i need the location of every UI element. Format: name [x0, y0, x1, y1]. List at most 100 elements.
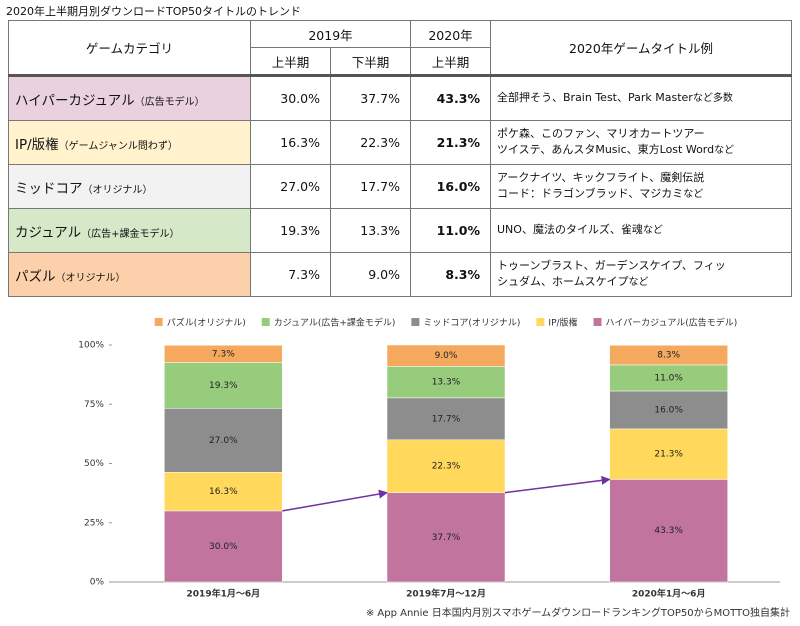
category-name: カジュアル [15, 224, 82, 241]
value-label: 13.3% [432, 378, 461, 388]
example-line: ポケ森、このファン、マリオカートツアー [497, 126, 785, 142]
example-note: など [628, 277, 649, 288]
table-row: パズル（オリジナル） 7.3% 9.0% 8.3%トゥーンブラスト、ガーデンスケイプ、… [8, 252, 792, 297]
value-label: 43.3% [654, 526, 683, 536]
share-cell: 16.0% [410, 164, 491, 209]
y-tick-label: 100% [78, 341, 104, 351]
value-label: 37.7% [432, 533, 461, 543]
example-text: シュダム、ホームスケイプ [497, 275, 629, 288]
bar-segment [609, 344, 728, 366]
x-tick-label: 2020年1月～6月 [632, 588, 706, 600]
example-text: ポケ森、このファン、マリオカートツアー [497, 127, 705, 140]
trend-table: ゲームカテゴリ 2019年 2020年 2020年ゲームタイトル例 上半期 下半… [8, 20, 792, 297]
x-tick-label: 2019年1月～6月 [187, 588, 261, 600]
example-text: アークナイツ、キックフライト、魔剣伝説 [497, 171, 705, 184]
example-line: トゥーンブラスト、ガーデンスケイプ、フィッ [497, 258, 785, 274]
bar-segment [164, 472, 283, 512]
bar-segment [609, 364, 728, 392]
y-tick-label: 0% [90, 578, 105, 588]
header-cell: 2019年 [250, 20, 411, 48]
bar-segment [386, 344, 506, 367]
y-tick-label: 50% [84, 459, 104, 469]
page-title: 2020年上半期月別ダウンロードTOP50タイトルのトレンド [6, 5, 302, 18]
example-line: ツイステ、あんスタMusic、東方Lost Wordなど [497, 142, 785, 159]
value-label: 11.0% [654, 373, 683, 383]
example-text: 全部押そう、Brain Test、Park Master [497, 91, 693, 104]
legend-swatch [593, 318, 602, 326]
trend-arrow [504, 475, 611, 494]
value-label: 7.3% [212, 349, 235, 359]
legend-swatch [261, 318, 270, 326]
legend-swatch [536, 318, 545, 326]
category-name: IP/版権 [15, 136, 59, 153]
bar-segment [164, 408, 283, 473]
example-text: トゥーンブラスト、ガーデンスケイプ、フィッ [497, 259, 726, 272]
example-line: コード：ドラゴンブラッド、マジカミなど [497, 186, 785, 203]
category-name: ハイパーカジュアル [15, 92, 135, 109]
value-label: 27.0% [209, 436, 238, 446]
share-cell: 22.3% [330, 120, 411, 165]
examples-cell: UNO、魔法のタイルズ、雀魂など [490, 208, 792, 253]
y-tick-label: 25% [84, 518, 104, 528]
example-text: UNO、魔法のタイルズ、雀魂 [497, 223, 643, 236]
bar-segment [609, 390, 728, 430]
examples-cell: 全部押そう、Brain Test、Park Masterなど多数 [490, 75, 792, 121]
table-body: ハイパーカジュアル（広告モデル） 30.0% 37.7% 43.3% 全部押そう、Bra… [8, 75, 792, 297]
category-note: （オリジナル） [82, 184, 153, 196]
header-cell: 上半期 [250, 47, 331, 77]
footnote: ※ App Annie 日本国内月別スマホゲームダウンロードランキングTOP50… [365, 608, 790, 619]
value-label: 9.0% [435, 351, 458, 361]
example-line: アークナイツ、キックフライト、魔剣伝説 [497, 170, 785, 186]
category-note: （ゲームジャンル問わず） [58, 140, 178, 152]
legend-label: IP/版権 [548, 317, 577, 329]
example-line: 全部押そう、Brain Test、Park Masterなど多数 [497, 90, 785, 107]
examples-cell: ポケ森、このファン、マリオカートツアー ツイステ、あんスタMusic、東方Lost… [490, 120, 792, 165]
share-cell: 17.7% [330, 164, 411, 209]
bar-segment [164, 510, 283, 583]
legend-label: パズル(オリジナル) [167, 317, 246, 329]
table-row: カジュアル（広告+課金モデル） 19.3% 13.3% 11.0% UNO、魔法のタイル… [8, 208, 792, 253]
x-tick-label: 2019年7月～12月 [406, 588, 486, 600]
bar-segment [386, 366, 506, 399]
table-row: ミッドコア（オリジナル） 27.0% 17.7% 16.0% アークナイツ、キックフライ… [8, 164, 792, 209]
category-note: （広告モデル） [134, 96, 205, 108]
value-label: 22.3% [432, 462, 461, 472]
share-cell: 7.3% [250, 252, 331, 297]
bar-segment [386, 492, 506, 583]
legend-label: ミッドコア(オリジナル) [423, 318, 520, 329]
category-cell: ハイパーカジュアル（広告モデル） [8, 75, 251, 121]
share-cell: 27.0% [250, 164, 331, 209]
category-cell: パズル（オリジナル） [8, 252, 251, 297]
example-line: UNO、魔法のタイルズ、雀魂など [497, 222, 785, 239]
value-label: 21.3% [654, 450, 683, 460]
share-cell: 43.3% [410, 75, 491, 121]
share-cell: 21.3% [410, 120, 491, 165]
example-note: など [642, 225, 663, 236]
examples-cell: トゥーンブラスト、ガーデンスケイプ、フィッ シュダム、ホームスケイプなど [490, 252, 792, 297]
share-cell: 9.0% [330, 252, 411, 297]
legend-label: カジュアル(広告+課金モデル) [274, 317, 396, 329]
value-label: 17.7% [432, 414, 461, 424]
bar-segment [386, 439, 506, 493]
chart: 0% 25% 50% 75% 100% パズル(オリジナル) カジュアル(広告+課金モデル)… [78, 317, 780, 600]
bar-segment [164, 344, 283, 363]
header-cell: 2020年ゲームタイトル例 [490, 20, 792, 77]
category-cell: カジュアル（広告+課金モデル） [8, 208, 251, 253]
category-name: ミッドコア [15, 180, 83, 197]
value-label: 8.3% [657, 351, 680, 361]
share-cell: 11.0% [410, 208, 491, 253]
value-label: 16.3% [209, 487, 238, 497]
example-note: など多数 [692, 93, 733, 104]
share-cell: 13.3% [330, 208, 411, 253]
category-note: （広告+課金モデル） [81, 228, 180, 240]
header-cell: 下半期 [330, 47, 411, 77]
bar-segment [609, 428, 728, 480]
example-line: シュダム、ホームスケイプなど [497, 274, 785, 291]
trend-arrow [282, 489, 388, 512]
legend-swatch [154, 318, 163, 326]
share-cell: 30.0% [250, 75, 331, 121]
share-cell: 8.3% [410, 252, 491, 297]
example-text: ツイステ、あんスタMusic、東方Lost Word [497, 143, 715, 156]
category-cell: IP/版権（ゲームジャンル問わず） [8, 120, 251, 165]
